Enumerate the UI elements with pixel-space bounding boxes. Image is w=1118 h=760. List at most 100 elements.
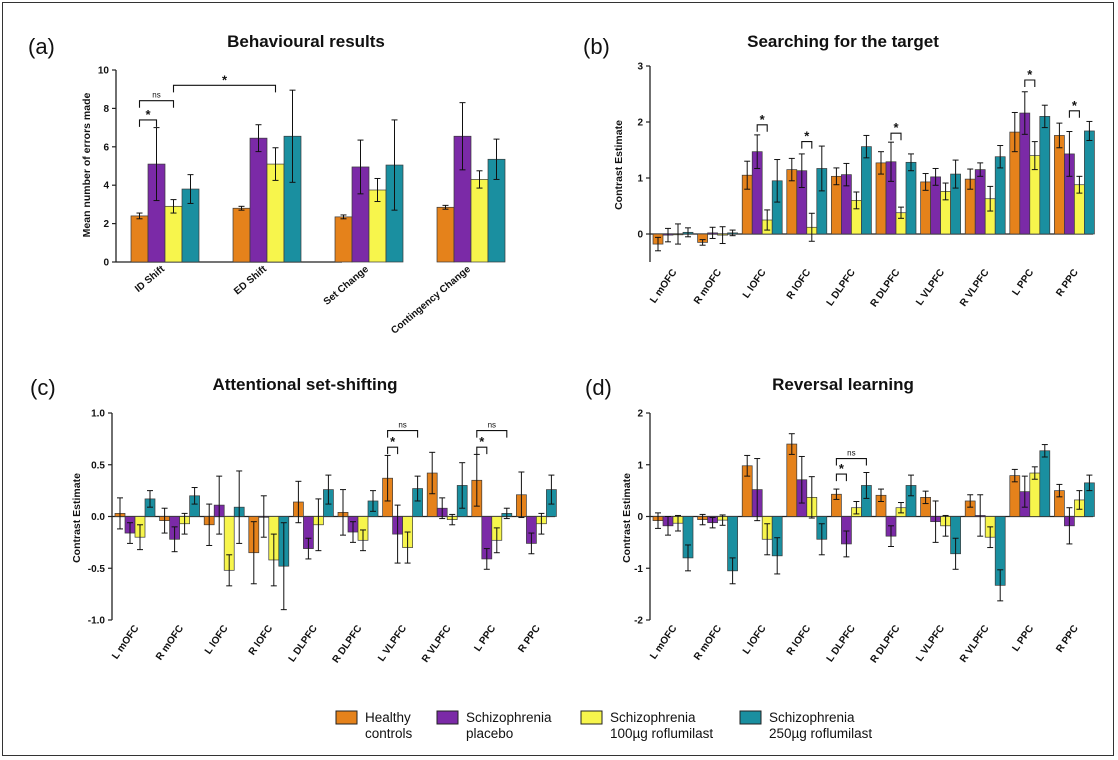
significance-label: * bbox=[1072, 98, 1078, 113]
legend-label-line1: Schizophrenia bbox=[466, 710, 552, 725]
y-tick-label: 3 bbox=[637, 62, 643, 73]
y-tick-label: 1 bbox=[637, 174, 643, 185]
legend: Healthy controls Schizophrenia placebo S… bbox=[335, 710, 872, 741]
y-tick-label: 0 bbox=[637, 230, 643, 241]
x-tick-label: R VLPFC bbox=[958, 267, 992, 308]
y-tick-label: 0.0 bbox=[91, 512, 105, 523]
y-axis-label: Contrast Estimate bbox=[613, 120, 625, 210]
y-tick-label: 0 bbox=[103, 258, 109, 269]
x-tick-label: ID Shift bbox=[133, 263, 167, 294]
bar bbox=[1039, 450, 1051, 517]
y-tick-label: -1 bbox=[634, 564, 643, 575]
significance-label: ns bbox=[488, 421, 496, 430]
bar bbox=[1084, 130, 1095, 235]
significance-label: ns bbox=[847, 449, 855, 458]
x-tick-label: Contingency Change bbox=[389, 264, 473, 337]
x-tick-label: R PPC bbox=[1054, 267, 1081, 298]
x-tick-label: L VLPFC bbox=[914, 623, 947, 663]
bar bbox=[249, 137, 268, 263]
significance-label: ns bbox=[398, 421, 406, 430]
x-tick-label: R VLPFC bbox=[420, 623, 454, 664]
x-tick-label: L VLPFC bbox=[914, 267, 947, 307]
x-tick-label: R lOFC bbox=[247, 623, 275, 657]
legend-label-line1: Healthy bbox=[365, 710, 411, 725]
y-tick-label: 2 bbox=[637, 409, 643, 420]
significance-bracket bbox=[476, 430, 508, 438]
x-tick-label: L lOFC bbox=[741, 623, 769, 656]
x-tick-label: R mOFC bbox=[692, 623, 724, 662]
significance-label: * bbox=[479, 434, 485, 449]
x-tick-label: L mOFC bbox=[648, 267, 679, 305]
x-tick-label: Set Change bbox=[322, 264, 372, 308]
significance-bracket bbox=[138, 100, 175, 108]
x-tick-label: L DLPFC bbox=[825, 267, 858, 308]
significance-bracket bbox=[1024, 79, 1036, 87]
significance-label: * bbox=[760, 112, 766, 127]
panel-b: (b) Searching for the target Contrast Es… bbox=[583, 32, 1095, 309]
panel-letter: (d) bbox=[585, 375, 612, 400]
bar bbox=[861, 146, 872, 235]
bar bbox=[164, 205, 183, 263]
x-tick-label: R VLPFC bbox=[958, 623, 992, 664]
significance-bracket bbox=[890, 132, 902, 141]
y-axis-label: Contrast Estimate bbox=[71, 473, 83, 563]
panel-letter: (b) bbox=[583, 34, 610, 59]
x-tick-label: L DLPFC bbox=[287, 623, 320, 664]
bar bbox=[1054, 135, 1065, 235]
significance-label: * bbox=[804, 129, 810, 144]
bar bbox=[974, 169, 986, 235]
significance-bracket bbox=[1068, 110, 1080, 118]
x-tick-label: R PPC bbox=[1054, 623, 1081, 654]
significance-bracket bbox=[387, 430, 419, 438]
significance-label: * bbox=[839, 461, 845, 476]
x-tick-label: R mOFC bbox=[154, 623, 186, 662]
y-tick-label: 0 bbox=[637, 512, 643, 523]
significance-bracket bbox=[476, 446, 488, 455]
x-tick-label: L VLPFC bbox=[376, 623, 409, 663]
significance-label: * bbox=[145, 107, 151, 122]
legend-swatch-placebo bbox=[436, 710, 459, 725]
legend-swatch-healthy bbox=[335, 710, 358, 725]
bar bbox=[436, 206, 455, 263]
chart-title: Attentional set-shifting bbox=[212, 375, 397, 394]
x-tick-label: R mOFC bbox=[692, 267, 724, 306]
y-tick-label: 1.0 bbox=[91, 409, 105, 420]
significance-bracket bbox=[387, 446, 399, 455]
x-tick-label: R DLPFC bbox=[331, 623, 365, 665]
x-tick-label: R DLPFC bbox=[869, 623, 903, 665]
y-axis-label: Contrast Estimate bbox=[621, 473, 633, 563]
legend-label-line1: Schizophrenia bbox=[610, 710, 696, 725]
legend-swatch-100ug bbox=[580, 710, 603, 725]
x-tick-label: R lOFC bbox=[785, 267, 813, 301]
y-tick-label: 8 bbox=[103, 104, 109, 115]
legend-label-line2: placebo bbox=[466, 726, 513, 741]
bar bbox=[786, 443, 798, 517]
y-tick-label: 6 bbox=[103, 142, 109, 153]
x-tick-label: L PPC bbox=[472, 623, 498, 653]
x-tick-label: L PPC bbox=[1010, 267, 1036, 297]
x-tick-label: L mOFC bbox=[648, 623, 679, 661]
x-tick-label: L mOFC bbox=[110, 623, 141, 661]
significance-label: * bbox=[893, 120, 899, 135]
y-axis-label: Mean number of errors made bbox=[81, 92, 93, 237]
significance-label: * bbox=[1027, 67, 1033, 82]
y-tick-label: 2 bbox=[637, 118, 643, 129]
panel-c: (c) Attentional set-shifting Contrast Es… bbox=[30, 375, 557, 665]
significance-bracket bbox=[835, 457, 867, 466]
x-tick-label: R DLPFC bbox=[869, 267, 903, 309]
significance-label: ns bbox=[152, 91, 160, 100]
y-tick-label: -2 bbox=[634, 616, 643, 627]
x-tick-label: L DLPFC bbox=[825, 623, 858, 664]
chart-title: Reversal learning bbox=[772, 375, 914, 394]
significance-label: * bbox=[222, 72, 228, 87]
bar bbox=[1039, 116, 1051, 235]
y-tick-label: 4 bbox=[103, 181, 109, 192]
chart-title: Behavioural results bbox=[227, 32, 385, 51]
x-tick-label: L lOFC bbox=[741, 267, 769, 300]
x-tick-label: L lOFC bbox=[203, 623, 231, 656]
legend-swatch-250ug bbox=[739, 710, 762, 725]
y-tick-label: 10 bbox=[98, 66, 110, 77]
significance-bracket bbox=[138, 119, 158, 127]
